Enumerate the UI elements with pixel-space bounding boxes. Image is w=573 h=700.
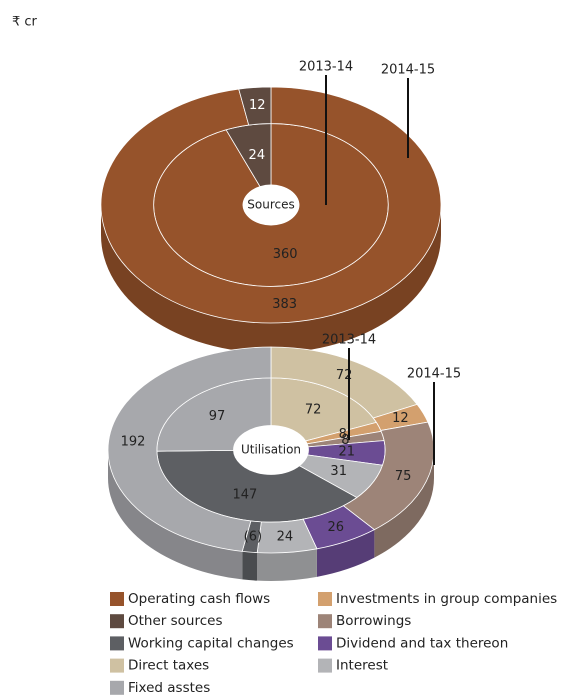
slice-side xyxy=(101,205,441,353)
legend-label: Interest xyxy=(336,658,388,674)
value-label: 97 xyxy=(209,409,226,424)
unit-label: ₹ cr xyxy=(12,15,38,30)
value-label: 21 xyxy=(338,444,355,459)
slice-side xyxy=(374,450,434,558)
legend-swatch xyxy=(110,592,124,606)
value-label: 360 xyxy=(273,247,298,262)
center-hole xyxy=(233,425,309,475)
legend-swatch xyxy=(110,614,124,629)
legend-swatch xyxy=(110,680,124,695)
legend-label: Other sources xyxy=(128,613,223,629)
value-label: 8 xyxy=(339,427,347,442)
legend-label: Direct taxes xyxy=(128,658,209,674)
series-name: 2014-15 xyxy=(381,63,435,78)
slice-side xyxy=(316,529,375,577)
value-label: 24 xyxy=(249,148,266,163)
legend-swatch xyxy=(110,658,124,673)
slice xyxy=(238,86,272,126)
legend-swatch xyxy=(318,614,332,629)
slice-side xyxy=(257,548,317,581)
slice xyxy=(100,86,442,324)
value-label: (6) xyxy=(244,529,262,544)
series-name: 2013-14 xyxy=(299,60,353,75)
legend-swatch xyxy=(318,658,332,673)
legend-swatch xyxy=(318,636,332,651)
legend-label: Operating cash flows xyxy=(128,591,270,607)
legend-label: Fixed asstes xyxy=(128,680,210,696)
slice-side xyxy=(108,450,243,580)
legend-swatch xyxy=(110,636,124,651)
value-label: 75 xyxy=(395,469,412,484)
series-name: 2013-14 xyxy=(322,333,376,348)
center-label: Sources xyxy=(247,198,294,212)
center-hole xyxy=(242,184,300,226)
value-label: 31 xyxy=(330,464,347,479)
legend-swatch xyxy=(318,592,332,606)
value-label: 147 xyxy=(232,487,257,502)
legend-label: Borrowings xyxy=(336,613,411,629)
value-label: 24 xyxy=(277,530,294,545)
value-label: 72 xyxy=(305,403,322,418)
center-label: Utilisation xyxy=(241,443,301,457)
legend-label: Dividend and tax thereon xyxy=(336,635,508,651)
slice-side xyxy=(242,551,258,581)
slice xyxy=(107,346,272,552)
value-label: 26 xyxy=(327,520,344,535)
value-label: 12 xyxy=(249,98,266,113)
value-label: 192 xyxy=(121,435,146,450)
value-label: 383 xyxy=(272,297,297,312)
value-label: 8 xyxy=(341,433,349,448)
series-name: 2014-15 xyxy=(407,367,461,382)
value-label: 12 xyxy=(392,411,409,426)
legend-label: Investments in group companies xyxy=(336,591,557,607)
legend-label: Working capital changes xyxy=(128,635,294,651)
